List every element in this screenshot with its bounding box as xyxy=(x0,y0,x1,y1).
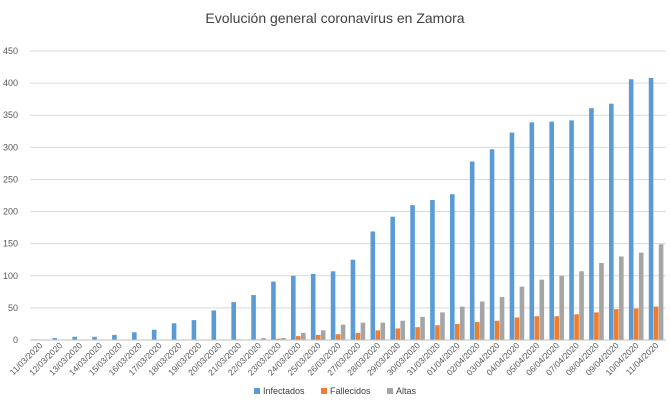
bar-infectados-7 xyxy=(171,323,177,340)
legend-swatch-altas xyxy=(387,388,394,394)
bar-infectados-28 xyxy=(589,108,594,340)
chart-title: Evolución general coronavirus en Zamora xyxy=(205,10,465,26)
bar-infectados-29 xyxy=(609,103,614,340)
bar-fallecidos-30 xyxy=(633,308,639,340)
bar-infectados-1 xyxy=(52,338,58,340)
bar-infectados-4 xyxy=(112,334,117,340)
bar-infectados-18 xyxy=(390,216,395,340)
bar-infectados-26 xyxy=(549,121,554,341)
bar-altas-25 xyxy=(539,279,545,340)
bar-fallecidos-14 xyxy=(315,334,321,340)
bar-fallecidos-25 xyxy=(534,316,540,340)
bar-infectados-6 xyxy=(151,329,157,340)
bar-fallecidos-13 xyxy=(296,336,301,340)
legend-swatch-fallecidos xyxy=(320,388,327,394)
y-tick-label: 200 xyxy=(3,207,18,217)
bar-altas-26 xyxy=(559,275,564,340)
bar-fallecidos-16 xyxy=(355,332,361,340)
y-tick-label: 100 xyxy=(3,271,18,281)
bar-fallecidos-20 xyxy=(435,325,440,340)
bar-infectados-9 xyxy=(211,310,217,340)
y-tick-label: 400 xyxy=(3,78,18,88)
bar-altas-23 xyxy=(499,296,505,340)
bar-infectados-25 xyxy=(529,122,535,340)
legend-item-fallecidos: Fallecidos xyxy=(320,386,371,396)
bar-fallecidos-18 xyxy=(395,328,400,340)
y-tick-label: 300 xyxy=(3,142,18,152)
bar-altas-29 xyxy=(619,256,624,340)
bar-altas-15 xyxy=(340,324,346,340)
bar-fallecidos-17 xyxy=(375,330,381,340)
legend-item-infectados: Infectados xyxy=(253,386,305,396)
bar-infectados-3 xyxy=(92,336,97,340)
bar-fallecidos-26 xyxy=(554,316,559,340)
bar-altas-14 xyxy=(320,330,326,340)
bar-fallecidos-15 xyxy=(335,334,341,340)
bar-infectados-30 xyxy=(628,79,634,340)
legend-swatch-infectados xyxy=(253,388,260,394)
bar-fallecidos-22 xyxy=(474,322,480,340)
bar-infectados-15 xyxy=(330,271,336,340)
bar-altas-11 xyxy=(261,338,266,340)
bar-altas-21 xyxy=(460,306,465,340)
bar-infectados-5 xyxy=(132,332,137,340)
y-tick-label: 150 xyxy=(3,239,18,249)
bar-fallecidos-19 xyxy=(415,327,420,340)
legend-label-fallecidos: Fallecidos xyxy=(329,386,371,396)
legend-label-infectados: Infectados xyxy=(262,386,305,396)
legend-label-altas: Altas xyxy=(396,386,417,396)
y-tick-label: 50 xyxy=(8,303,18,313)
bar-infectados-24 xyxy=(509,132,515,340)
y-tick-label: 350 xyxy=(3,110,18,120)
bar-infectados-11 xyxy=(251,295,256,340)
y-tick-label: 250 xyxy=(3,174,18,184)
bar-altas-30 xyxy=(638,252,644,340)
bar-fallecidos-28 xyxy=(594,312,599,340)
bar-infectados-23 xyxy=(489,149,495,340)
bar-altas-18 xyxy=(400,320,405,340)
bar-fallecidos-27 xyxy=(574,314,579,340)
bar-infectados-14 xyxy=(310,273,316,340)
bar-infectados-19 xyxy=(410,205,415,340)
bar-altas-24 xyxy=(519,286,525,340)
bar-infectados-21 xyxy=(450,194,455,340)
bar-altas-12 xyxy=(281,338,286,340)
bar-altas-13 xyxy=(301,332,306,340)
bar-infectados-13 xyxy=(291,275,296,340)
legend: Infectados Fallecidos Altas xyxy=(0,386,670,396)
bar-infectados-20 xyxy=(430,199,435,340)
bar-infectados-12 xyxy=(271,281,276,340)
y-tick-label: 0 xyxy=(13,335,18,345)
y-tick-label: 450 xyxy=(3,46,18,56)
bar-altas-16 xyxy=(360,322,366,340)
bar-altas-17 xyxy=(380,322,386,340)
bar-fallecidos-12 xyxy=(276,338,281,340)
bar-altas-20 xyxy=(440,312,445,340)
bar-infectados-8 xyxy=(191,320,197,340)
bar-infectados-31 xyxy=(648,77,654,341)
bar-altas-27 xyxy=(579,271,584,340)
legend-item-altas: Altas xyxy=(387,386,416,396)
bar-infectados-22 xyxy=(469,161,475,340)
bar-fallecidos-21 xyxy=(455,323,460,340)
bar-altas-28 xyxy=(599,262,604,340)
bar-altas-31 xyxy=(658,244,664,340)
bar-infectados-2 xyxy=(72,336,77,340)
bar-altas-19 xyxy=(420,316,425,340)
bar-infectados-17 xyxy=(370,231,376,340)
bar-fallecidos-29 xyxy=(614,309,619,340)
bar-fallecidos-24 xyxy=(514,317,520,340)
bar-infectados-10 xyxy=(231,302,236,340)
bar-infectados-27 xyxy=(569,120,574,340)
bar-fallecidos-23 xyxy=(494,320,500,340)
bar-fallecidos-31 xyxy=(653,306,659,340)
bar-infectados-16 xyxy=(350,259,356,340)
bar-altas-22 xyxy=(479,301,485,340)
